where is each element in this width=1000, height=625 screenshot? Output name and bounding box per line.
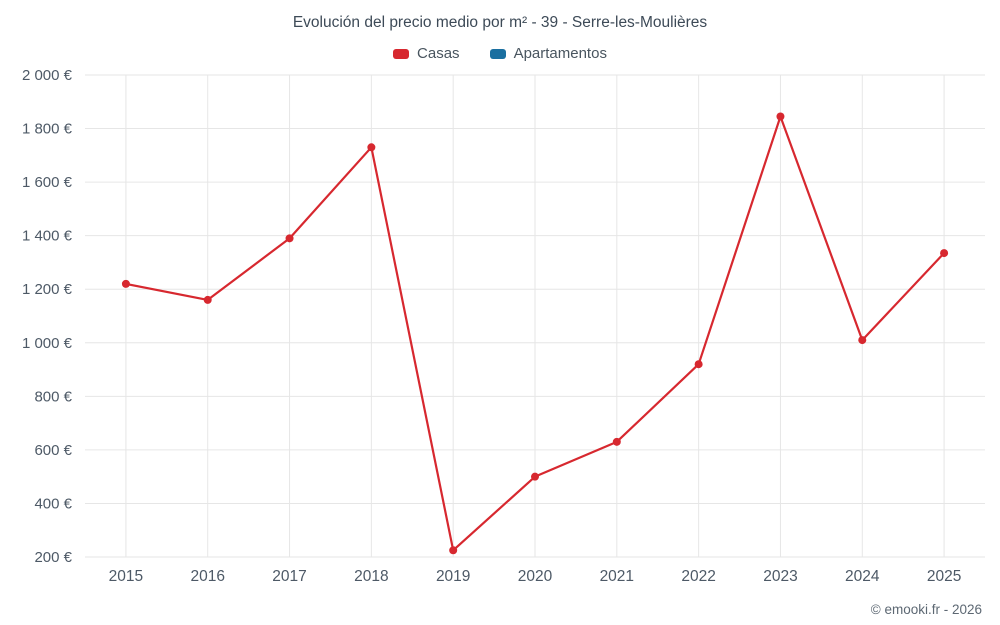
y-tick-label: 400 € — [34, 495, 72, 512]
data-point — [858, 336, 867, 345]
x-tick-label: 2021 — [600, 568, 634, 585]
data-point — [776, 112, 785, 121]
x-tick-label: 2017 — [272, 568, 306, 585]
legend-item-casas[interactable]: Casas — [393, 45, 460, 62]
y-tick-label: 800 € — [34, 388, 72, 405]
y-tick-label: 1 600 € — [22, 174, 73, 191]
data-point — [285, 234, 294, 243]
data-point — [367, 143, 376, 152]
x-tick-label: 2018 — [354, 568, 388, 585]
chart-title: Evolución del precio medio por m² - 39 -… — [292, 14, 708, 31]
x-tick-label: 2020 — [518, 568, 553, 585]
legend-label-casas: Casas — [417, 45, 460, 62]
x-tick-label: 2024 — [845, 568, 880, 585]
y-tick-label: 200 € — [34, 549, 72, 566]
x-tick-label: 2025 — [927, 568, 961, 585]
y-tick-label: 1 200 € — [22, 281, 73, 298]
data-point — [449, 546, 458, 555]
data-point — [531, 472, 539, 481]
x-tick-label: 2022 — [681, 568, 715, 585]
chart-legend: Casas Apartamentos — [0, 45, 1000, 62]
x-tick-label: 2019 — [436, 568, 470, 585]
y-tick-label: 1 400 € — [22, 228, 73, 245]
apartamentos-swatch-icon — [489, 48, 506, 59]
y-tick-label: 1 800 € — [22, 121, 73, 138]
data-point — [612, 437, 621, 446]
x-tick-label: 2016 — [190, 568, 224, 585]
y-tick-label: 600 € — [34, 442, 72, 459]
legend-label-apartamentos: Apartamentos — [513, 45, 607, 62]
x-tick-label: 2023 — [763, 568, 797, 585]
copyright: © emooki.fr - 2026 — [870, 602, 982, 617]
data-point — [940, 249, 949, 258]
data-point — [121, 279, 130, 288]
data-point — [694, 360, 703, 369]
y-tick-label: 2 000 € — [22, 67, 73, 84]
legend-item-apartamentos[interactable]: Apartamentos — [489, 45, 607, 62]
casas-swatch-icon — [393, 48, 410, 59]
x-tick-label: 2015 — [109, 568, 143, 585]
y-tick-label: 1 000 € — [22, 335, 73, 352]
data-point — [203, 295, 212, 304]
